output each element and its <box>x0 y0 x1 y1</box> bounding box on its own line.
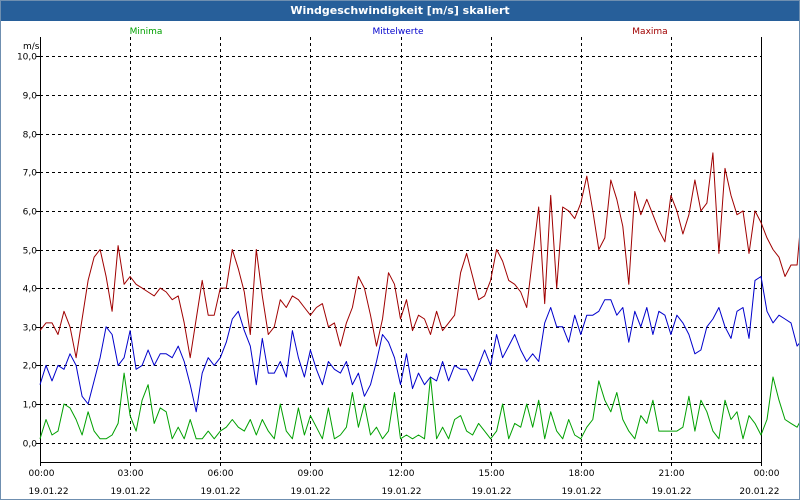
legend-label-minima: Minima <box>130 27 163 37</box>
x-tick-time: 09:00 <box>298 469 324 479</box>
legend: Minima Mittelwerte Maxima <box>130 27 668 37</box>
chart-title: Windgeschwindigkeit [m/s] skaliert <box>1 1 799 21</box>
x-tick-time: 00:00 <box>754 469 780 479</box>
y-tick-label: 8,0 <box>23 131 38 141</box>
y-tick-label: 3,0 <box>23 324 38 334</box>
y-tick-label: 5,0 <box>23 247 38 257</box>
axis-labels: 0,0 1,0 2,0 3,0 4,0 5,0 6,0 7,0 8,0 9,0 10,0 00:00 1… <box>17 42 780 497</box>
x-tick-date: 19.01.22 <box>29 487 69 497</box>
y-tick-label: 2,0 <box>23 362 38 372</box>
y-tick-label: 1,0 <box>23 401 38 411</box>
x-tick-time: 21:00 <box>659 469 685 479</box>
x-tick-date: 19.01.22 <box>200 487 240 497</box>
x-tick-date: 19.01.22 <box>290 487 330 497</box>
x-tick-date: 20.01.22 <box>739 487 779 497</box>
x-tick-time: 00:00 <box>29 469 55 479</box>
y-tick-label: 0,0 <box>23 440 38 450</box>
y-tick-label: 9,0 <box>23 92 38 102</box>
axes <box>36 37 762 466</box>
series-line-mittelwerte <box>39 276 799 413</box>
y-tick-label: 10,0 <box>17 53 37 63</box>
y-tick-label: 7,0 <box>23 169 38 179</box>
x-tick-date: 19.01.22 <box>381 487 421 497</box>
x-tick-time: 12:00 <box>389 469 415 479</box>
y-tick-label: 4,0 <box>23 285 38 295</box>
legend-label-mittelwerte: Mittelwerte <box>372 27 423 37</box>
x-tick-date: 19.01.22 <box>110 487 150 497</box>
x-tick-date: 19.01.22 <box>561 487 601 497</box>
grid <box>40 37 761 462</box>
y-tick-label: 6,0 <box>23 208 38 218</box>
series-lines <box>39 152 799 440</box>
legend-label-maxima: Maxima <box>632 27 667 37</box>
y-axis-unit-label: m/s <box>23 42 40 52</box>
x-tick-time: 18:00 <box>569 469 595 479</box>
series-line-minima <box>39 372 799 440</box>
x-tick-date: 19.01.22 <box>651 487 691 497</box>
x-tick-time: 15:00 <box>479 469 505 479</box>
series-line-maxima <box>39 152 799 359</box>
x-tick-date: 19.01.22 <box>471 487 511 497</box>
x-tick-time: 03:00 <box>118 469 144 479</box>
x-tick-time: 06:00 <box>208 469 234 479</box>
